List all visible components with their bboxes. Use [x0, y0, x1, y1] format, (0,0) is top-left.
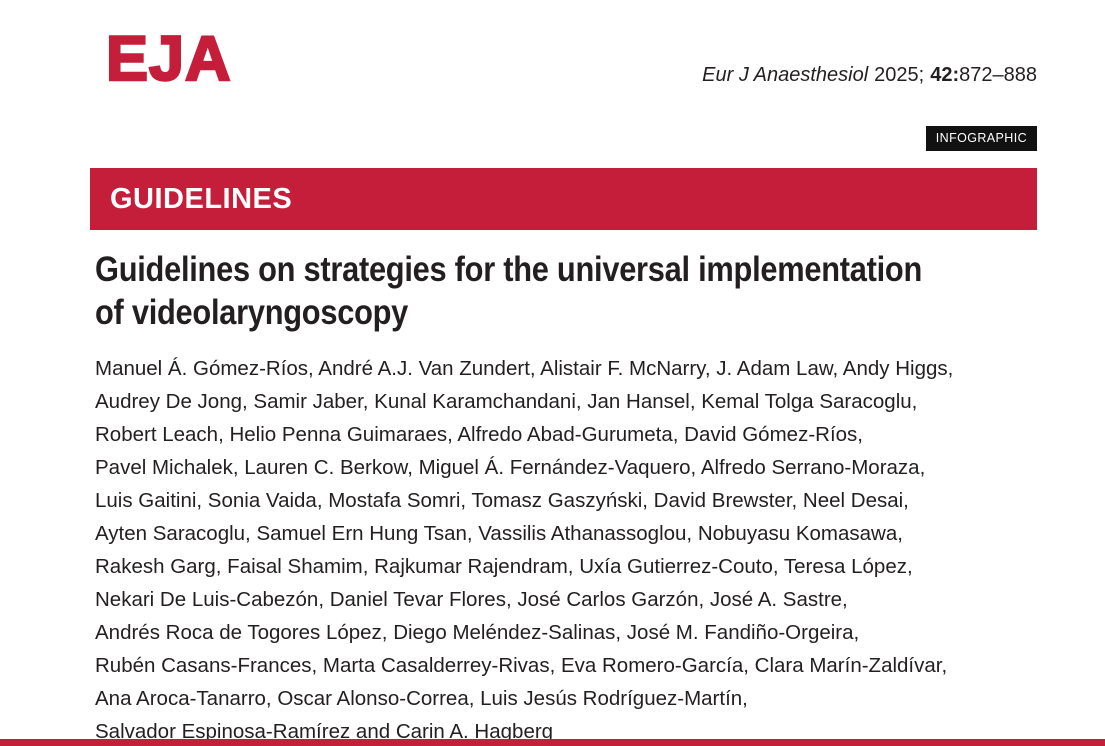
- eja-logo: EJA: [105, 24, 232, 94]
- citation-year: 2025;: [874, 64, 925, 86]
- author-list-line: Andrés Roca de Togores López, Diego Melé…: [95, 621, 860, 644]
- guidelines-section-banner: GUIDELINES: [90, 168, 1037, 230]
- article-title-line-2: of videolaryngoscopy: [95, 293, 409, 332]
- bottom-red-rule: [0, 739, 1105, 746]
- author-list-line: Robert Leach, Helio Penna Guimaraes, Alf…: [95, 423, 863, 446]
- author-list-line: Manuel Á. Gómez-Ríos, André A.J. Van Zun…: [95, 357, 954, 380]
- article-title-line-1: Guidelines on strategies for the univers…: [95, 250, 923, 289]
- author-list-line: Ana Aroca-Tanarro, Oscar Alonso-Correa, …: [95, 687, 748, 710]
- author-list-line: Audrey De Jong, Samir Jaber, Kunal Karam…: [95, 390, 918, 413]
- infographic-badge: INFOGRAPHIC: [925, 126, 1037, 151]
- citation-journal-name: Eur J Anaesthesiol: [702, 64, 869, 86]
- citation-volume: 42:: [930, 64, 960, 86]
- section-label: GUIDELINES: [110, 183, 293, 215]
- author-list-line: Rakesh Garg, Faisal Shamim, Rajkumar Raj…: [95, 555, 913, 578]
- author-list-line: Pavel Michalek, Lauren C. Berkow, Miguel…: [95, 456, 926, 479]
- author-list-line: Rubén Casans-Frances, Marta Casalderrey-…: [95, 654, 948, 677]
- author-list: Manuel Á. Gómez-Ríos, André A.J. Van Zun…: [95, 352, 1045, 746]
- author-list-line: Ayten Saracoglu, Samuel Ern Hung Tsan, V…: [95, 522, 903, 545]
- article-title: Guidelines on strategies for the univers…: [95, 248, 1041, 334]
- author-list-line: Nekari De Luis-Cabezón, Daniel Tevar Flo…: [95, 588, 848, 611]
- journal-citation: Eur J Anaesthesiol 2025; 42:872–888: [702, 64, 1037, 87]
- author-list-line: Luis Gaitini, Sonia Vaida, Mostafa Somri…: [95, 489, 909, 512]
- citation-pages: 872–888: [959, 64, 1037, 86]
- author-list-line: Salvador Espinosa-Ramírez and Carin A. H…: [95, 720, 554, 743]
